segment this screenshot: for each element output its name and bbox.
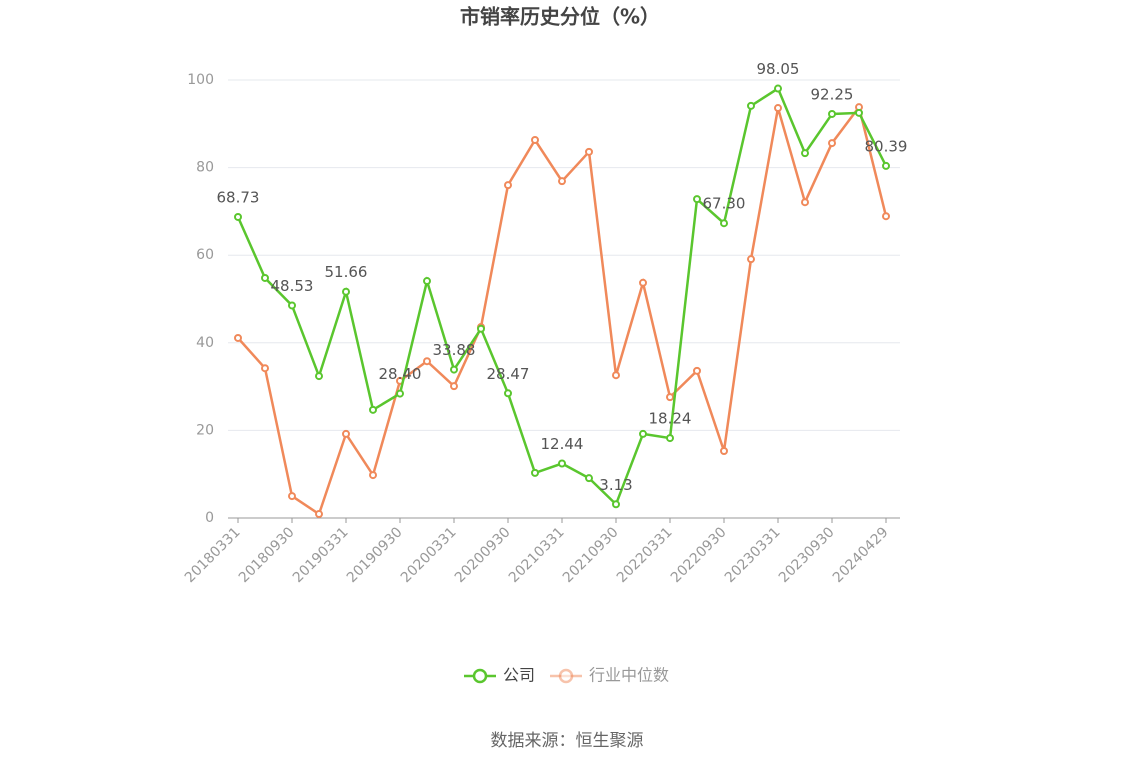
data-label: 92.25 [811, 85, 854, 103]
data-label: 12.44 [541, 435, 584, 453]
data-label: 3.13 [599, 476, 632, 494]
data-point [261, 364, 269, 373]
data-label: 51.66 [325, 263, 368, 281]
data-point [585, 474, 593, 483]
data-point [693, 366, 701, 375]
data-point [531, 136, 539, 145]
data-label: 80.39 [865, 137, 908, 155]
data-label: 28.47 [487, 365, 530, 383]
y-tick-label: 60 [196, 247, 214, 263]
data-point [450, 382, 458, 391]
data-point [747, 101, 755, 110]
data-point [720, 446, 728, 455]
data-point [369, 471, 377, 480]
data-point [882, 212, 890, 221]
data-label: 68.73 [217, 188, 260, 206]
chart-title: 市销率历史分位（%） [460, 5, 660, 29]
data-point [504, 389, 512, 398]
legend-label: 行业中位数 [589, 666, 669, 685]
data-point [261, 273, 269, 282]
data-label: 28.40 [379, 365, 422, 383]
legend-label: 公司 [503, 666, 535, 685]
data-label: 18.24 [649, 410, 692, 428]
data-point [855, 108, 863, 117]
data-label: 98.05 [757, 60, 800, 78]
data-point [450, 365, 458, 374]
data-point [234, 333, 242, 342]
x-tick-label: 20230930 [776, 524, 838, 586]
data-point [288, 492, 296, 501]
data-point [639, 278, 647, 287]
x-tick-label: 20190930 [344, 524, 406, 586]
x-tick-label: 20180331 [182, 524, 244, 586]
x-tick-label: 20180930 [236, 524, 298, 586]
data-point [828, 139, 836, 148]
data-point [423, 357, 431, 366]
y-tick-label: 20 [196, 422, 214, 438]
data-point [774, 104, 782, 113]
data-point [720, 219, 728, 228]
y-tick-label: 100 [187, 72, 214, 88]
data-point [639, 429, 647, 438]
data-label: 48.53 [271, 277, 314, 295]
data-point [774, 84, 782, 93]
data-point [693, 195, 701, 204]
x-tick-label: 20210930 [560, 524, 622, 586]
data-label: 33.88 [433, 341, 476, 359]
data-point [396, 389, 404, 398]
source-note: 数据来源：恒生聚源 [491, 731, 644, 751]
legend-marker [558, 668, 574, 684]
series-line [237, 104, 888, 517]
x-tick-label: 20190331 [290, 524, 352, 586]
data-point [612, 500, 620, 509]
legend-marker [472, 668, 488, 684]
data-point [612, 371, 620, 380]
data-point [747, 255, 755, 264]
y-tick-label: 80 [196, 160, 214, 176]
y-tick-label: 40 [196, 335, 214, 351]
x-tick-label: 20210331 [506, 524, 568, 586]
data-point [288, 301, 296, 310]
x-tick-label: 20200930 [452, 524, 514, 586]
data-point [666, 434, 674, 443]
x-tick-label: 20220930 [668, 524, 730, 586]
data-point [369, 405, 377, 414]
data-point [342, 287, 350, 296]
data-point [315, 510, 323, 519]
y-tick-label: 0 [205, 510, 214, 526]
data-point [882, 161, 890, 170]
data-point [315, 372, 323, 381]
data-point [342, 429, 350, 438]
data-point [558, 459, 566, 468]
x-tick-label: 20200331 [398, 524, 460, 586]
data-point [558, 177, 566, 186]
data-point [234, 212, 242, 221]
data-point [423, 277, 431, 286]
data-point [828, 109, 836, 118]
x-tick-label: 20220331 [614, 524, 676, 586]
data-point [801, 149, 809, 158]
data-point [531, 468, 539, 477]
data-point [666, 393, 674, 402]
data-point [504, 181, 512, 190]
data-point [585, 147, 593, 156]
x-tick-label: 20230331 [722, 524, 784, 586]
data-point [801, 198, 809, 207]
data-point [477, 324, 485, 333]
data-label: 67.30 [703, 195, 746, 213]
x-tick-label: 20240429 [830, 524, 892, 586]
